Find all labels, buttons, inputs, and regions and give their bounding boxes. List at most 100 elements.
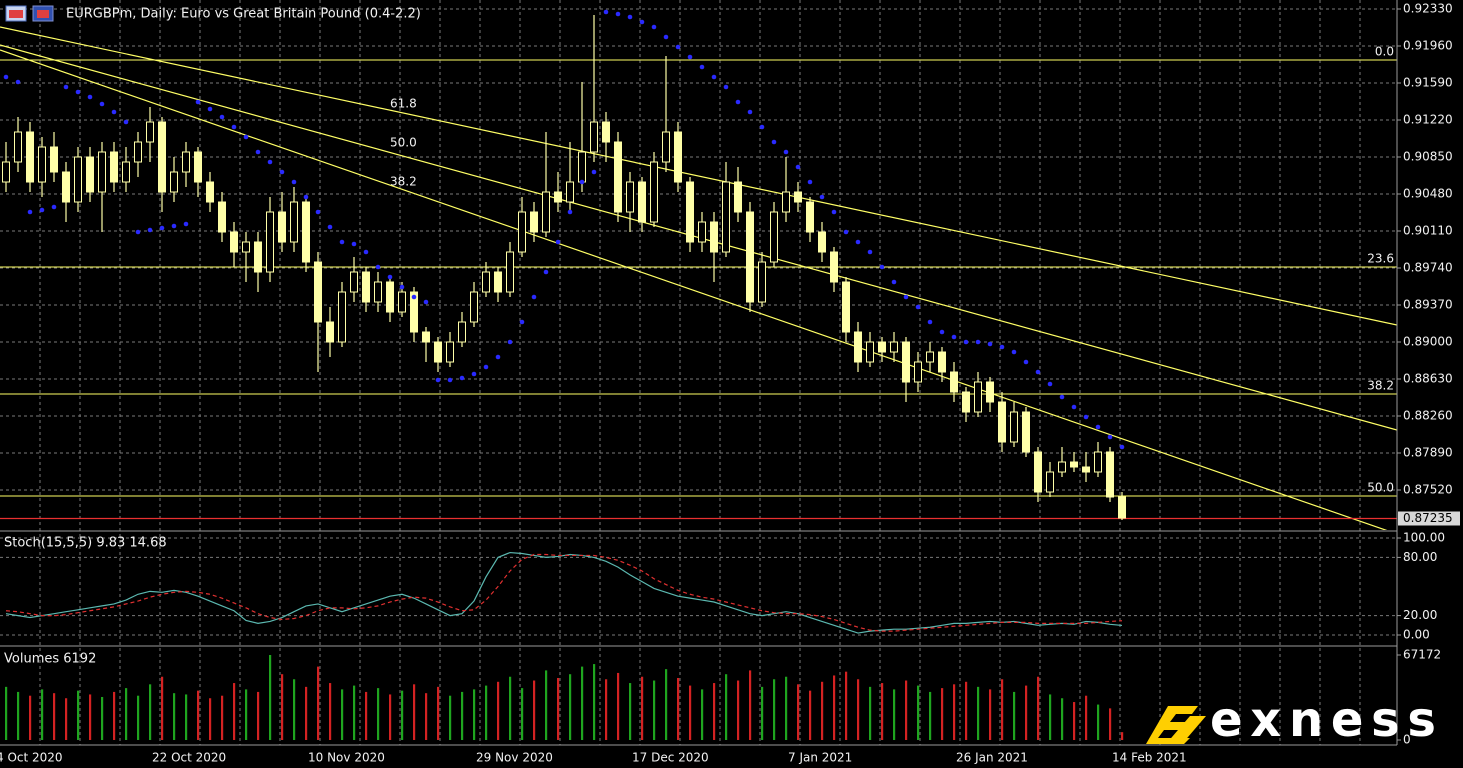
candle-body bbox=[386, 281, 394, 313]
y-tick-label: 0.90850 bbox=[1403, 150, 1453, 164]
icon bbox=[37, 10, 49, 18]
sar-dot bbox=[159, 225, 165, 231]
volume-bar bbox=[305, 686, 308, 740]
sar-dot bbox=[639, 19, 645, 25]
candle-body bbox=[770, 211, 778, 263]
sar-dot bbox=[327, 224, 333, 230]
volume-bar bbox=[965, 681, 968, 740]
sar-dot bbox=[567, 209, 573, 215]
candle-body bbox=[950, 371, 958, 393]
volume-bar bbox=[761, 686, 764, 740]
x-tick-label: 22 Oct 2020 bbox=[152, 751, 226, 765]
candle-body bbox=[314, 261, 322, 323]
sar-dot bbox=[483, 364, 489, 370]
candle-body bbox=[302, 201, 310, 263]
candle-body bbox=[650, 161, 658, 223]
y-tick-label: 0.89370 bbox=[1403, 298, 1453, 312]
volume-bar bbox=[797, 684, 800, 740]
candle-body bbox=[578, 151, 586, 183]
y-tick-label: 0.91590 bbox=[1403, 76, 1453, 90]
candle-body bbox=[38, 146, 46, 183]
fibonacci-label: 23.6 bbox=[1367, 252, 1394, 266]
sar-dot bbox=[543, 269, 549, 275]
candle-body bbox=[362, 271, 370, 303]
volume-bar bbox=[1061, 698, 1064, 740]
candle-body bbox=[434, 341, 442, 363]
volume-bar bbox=[125, 688, 128, 740]
sar-dot bbox=[723, 84, 729, 90]
sar-dot bbox=[39, 207, 45, 213]
stochastic-title: Stoch(15,5,5) 9.83 14.68 bbox=[4, 536, 167, 551]
sar-dot bbox=[195, 99, 201, 105]
volume-bar bbox=[929, 691, 932, 740]
volume-bar bbox=[413, 684, 416, 740]
candle-body bbox=[410, 291, 418, 333]
sar-dot bbox=[147, 227, 153, 233]
candle-body bbox=[1106, 451, 1114, 498]
volume-bar bbox=[29, 695, 32, 740]
volume-bar bbox=[1025, 685, 1028, 740]
candle-body bbox=[818, 231, 826, 253]
chart-title: EURGBPm, Daily: Euro vs Great Britain Po… bbox=[66, 7, 421, 22]
x-tick-label: 17 Dec 2020 bbox=[632, 751, 709, 765]
volume-bar bbox=[845, 671, 848, 740]
volume-bar bbox=[77, 690, 80, 740]
candle-body bbox=[758, 261, 766, 303]
volume-bar bbox=[377, 688, 380, 740]
volume-bar bbox=[173, 693, 176, 740]
y-tick-label: 0.88630 bbox=[1403, 372, 1453, 386]
volume-bar bbox=[545, 670, 548, 740]
candle-body bbox=[986, 381, 994, 403]
candle-body bbox=[590, 121, 598, 153]
volume-bar bbox=[53, 693, 56, 740]
candle-body bbox=[974, 381, 982, 413]
y-tick-label: 0 bbox=[1403, 733, 1411, 747]
volume-bar bbox=[581, 666, 584, 740]
sar-dot bbox=[663, 34, 669, 40]
volume-bar bbox=[341, 689, 344, 740]
candle-body bbox=[674, 131, 682, 183]
y-tick-label: 0.87520 bbox=[1403, 483, 1453, 497]
volume-bar bbox=[725, 674, 728, 740]
x-tick-label: 10 Nov 2020 bbox=[308, 751, 385, 765]
sar-dot bbox=[267, 159, 273, 165]
candle-body bbox=[566, 181, 574, 203]
sar-dot bbox=[627, 14, 633, 20]
volume-bar bbox=[137, 695, 140, 740]
x-tick-label: 29 Nov 2020 bbox=[476, 751, 553, 765]
candle-body bbox=[602, 121, 610, 143]
current-price-label: 0.87235 bbox=[1403, 511, 1453, 525]
y-tick-label: 0.91220 bbox=[1403, 113, 1453, 127]
candle-body bbox=[866, 341, 874, 363]
sar-dot bbox=[987, 341, 993, 347]
candle-body bbox=[494, 271, 502, 293]
sar-dot bbox=[183, 221, 189, 227]
candle-body bbox=[698, 221, 706, 243]
sar-dot bbox=[867, 249, 873, 255]
y-tick-label: 0.92330 bbox=[1403, 2, 1453, 16]
volume-bar bbox=[485, 685, 488, 740]
volume-bar bbox=[197, 690, 200, 740]
volume-bar bbox=[533, 680, 536, 740]
candle-body bbox=[374, 281, 382, 303]
y-tick-label: 0.91960 bbox=[1403, 39, 1453, 53]
sar-dot bbox=[591, 169, 597, 175]
sar-dot bbox=[255, 149, 261, 155]
candle-body bbox=[134, 141, 142, 163]
icon bbox=[9, 10, 23, 18]
volume-bar bbox=[1037, 676, 1040, 740]
x-tick-label: 4 Oct 2020 bbox=[0, 751, 63, 765]
candle-body bbox=[218, 201, 226, 233]
candle-body bbox=[830, 251, 838, 283]
sar-dot bbox=[603, 9, 609, 15]
volume-bar bbox=[617, 672, 620, 740]
sar-dot bbox=[699, 64, 705, 70]
sar-dot bbox=[939, 329, 945, 335]
candle-body bbox=[926, 351, 934, 363]
volume-bar bbox=[425, 693, 428, 740]
candle-body bbox=[878, 341, 886, 353]
sar-dot bbox=[387, 274, 393, 280]
volume-bar bbox=[521, 688, 524, 740]
